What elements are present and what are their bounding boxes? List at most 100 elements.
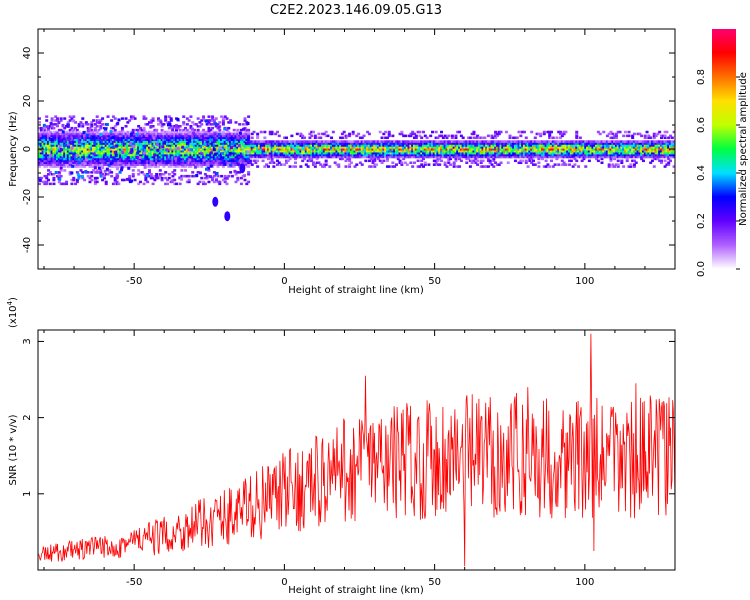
heatmap-cell	[605, 142, 609, 145]
heatmap-cell	[357, 148, 361, 151]
heatmap-cell	[137, 146, 141, 149]
heatmap-cell	[218, 149, 222, 153]
heatmap-cell	[128, 146, 132, 149]
heatmap-cell	[252, 144, 256, 147]
heatmap-cell	[420, 155, 424, 159]
heatmap-cell	[227, 140, 231, 143]
heatmap-cell	[535, 144, 539, 147]
heatmap-cell	[420, 149, 424, 153]
heatmap-cell	[562, 148, 566, 151]
heatmap-cell	[88, 142, 92, 145]
heatmap-cell	[506, 140, 510, 143]
heatmap-cell	[486, 142, 490, 145]
heatmap-cell	[405, 151, 409, 155]
heatmap-cell	[544, 142, 548, 145]
heatmap-cell	[283, 153, 287, 157]
heatmap-cell	[301, 155, 305, 159]
heatmap-cell	[252, 153, 256, 157]
heatmap-cell	[59, 117, 63, 120]
heatmap-cell	[39, 136, 43, 140]
heatmap-cell	[261, 151, 265, 155]
heatmap-cell	[472, 130, 476, 134]
heatmap-cell	[308, 149, 312, 153]
heatmap-cell	[533, 155, 537, 159]
heatmap-cell	[209, 146, 213, 149]
heatmap-cell	[47, 155, 51, 159]
heatmap-cell	[342, 142, 346, 145]
heatmap-cell	[436, 148, 440, 151]
heatmap-cell	[56, 140, 60, 143]
heatmap-cell	[294, 153, 298, 157]
heatmap-cell	[72, 151, 76, 155]
heatmap-cell	[357, 151, 361, 155]
heatmap-cell	[113, 157, 117, 161]
heatmap-cell	[229, 171, 233, 174]
heatmap-cell	[387, 144, 391, 147]
heatmap-cell	[128, 153, 132, 157]
heatmap-cell	[499, 149, 503, 153]
heatmap-cell	[436, 146, 440, 149]
heatmap-cell	[616, 153, 620, 157]
heatmap-cell	[68, 155, 72, 159]
heatmap-cell	[126, 163, 130, 166]
heatmap-cell	[422, 155, 426, 159]
heatmap-cell	[376, 148, 380, 151]
heatmap-cell	[66, 132, 70, 136]
heatmap-cell	[169, 146, 173, 149]
heatmap-cell	[232, 161, 236, 164]
heatmap-cell	[50, 142, 54, 145]
heatmap-cell	[171, 136, 175, 140]
heatmap-cell	[571, 142, 575, 145]
heatmap-cell	[450, 136, 454, 140]
heatmap-cell	[418, 134, 422, 138]
heatmap-cell	[225, 128, 229, 132]
heatmap-cell	[483, 153, 487, 157]
heatmap-cell	[476, 146, 480, 149]
heatmap-cell	[173, 155, 177, 159]
heatmap-cell	[308, 151, 312, 155]
heatmap-cell	[429, 140, 433, 143]
heatmap-cell	[486, 144, 490, 147]
heatmap-cell	[367, 149, 371, 153]
heatmap-cell	[205, 159, 209, 163]
heatmap-cell	[229, 138, 233, 141]
heatmap-cell	[402, 144, 406, 147]
heatmap-cell	[194, 155, 198, 159]
heatmap-cell	[52, 144, 56, 147]
heatmap-cell	[227, 132, 231, 136]
heatmap-cell	[492, 155, 496, 159]
heatmap-cell	[441, 151, 445, 155]
heatmap-cell	[544, 148, 548, 151]
heatmap-cell	[178, 159, 182, 163]
heatmap-cell	[431, 130, 435, 134]
heatmap-cell	[147, 121, 151, 124]
heatmap-cell	[191, 142, 195, 145]
heatmap-cell	[614, 149, 618, 153]
heatmap-cell	[247, 138, 251, 141]
heatmap-cell	[191, 146, 195, 149]
heatmap-cell	[353, 148, 357, 151]
heatmap-cell	[81, 144, 85, 147]
heatmap-cell	[584, 148, 588, 151]
heatmap-cell	[467, 151, 471, 155]
heatmap-cell	[54, 165, 58, 168]
heatmap-cell	[324, 149, 328, 153]
heatmap-cell	[526, 148, 530, 151]
heatmap-cell	[77, 151, 81, 155]
heatmap-cell	[342, 140, 346, 143]
heatmap-cell	[492, 142, 496, 145]
heatmap-cell	[634, 153, 638, 157]
heatmap-cell	[378, 140, 382, 143]
heatmap-cell	[584, 146, 588, 149]
heatmap-cell	[52, 142, 56, 145]
heatmap-cell	[142, 144, 146, 147]
heatmap-cell	[45, 163, 49, 166]
heatmap-cell	[122, 132, 126, 136]
heatmap-cell	[243, 132, 247, 136]
heatmap-cell	[458, 142, 462, 145]
heatmap-cell	[68, 134, 72, 138]
heatmap-cell	[74, 155, 78, 159]
heatmap-cell	[164, 155, 168, 159]
heatmap-cell	[147, 140, 151, 143]
heatmap-cell	[151, 130, 155, 134]
